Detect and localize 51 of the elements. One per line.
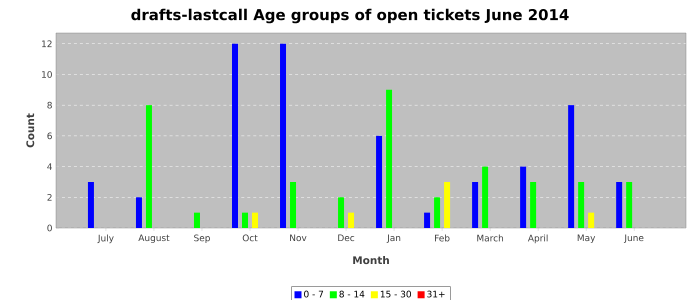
bar: [290, 182, 296, 228]
x-tick-label: August: [138, 234, 170, 243]
legend-label: 31+: [427, 290, 445, 298]
bar: [626, 182, 632, 228]
y-tick-label: 12: [42, 40, 52, 48]
x-tick-label: Feb: [435, 234, 450, 242]
chart-title: drafts-lastcall Age groups of open tickets June 2014: [131, 8, 569, 24]
bar: [280, 44, 286, 228]
y-tick-label: 8: [47, 102, 52, 109]
x-tick-label: May: [578, 234, 596, 243]
x-tick-label: Jan: [386, 234, 400, 243]
x-tick-label: Dec: [338, 234, 354, 242]
bar: [338, 197, 344, 228]
bar: [252, 212, 258, 228]
bar: [232, 44, 238, 228]
bar: [616, 182, 622, 228]
x-tick-label: Oct: [242, 234, 258, 242]
y-tick-label: 6: [47, 132, 52, 140]
bar: [444, 182, 450, 228]
bar: [146, 105, 152, 228]
legend-label: 8 - 14: [339, 290, 364, 298]
x-tick-label: June: [624, 234, 644, 243]
bar: [242, 212, 248, 228]
y-tick-label: 0: [47, 224, 52, 232]
bar: [482, 166, 488, 228]
y-axis-title: Count: [26, 113, 34, 148]
legend-label: 15 - 30: [380, 290, 412, 298]
bar: [424, 212, 430, 228]
bar: [588, 212, 594, 228]
bar: [386, 90, 392, 228]
x-tick-label: Sep: [194, 234, 210, 244]
bar: [472, 182, 478, 228]
bar: [520, 166, 526, 228]
legend-label: 0 - 7: [304, 290, 324, 298]
bar: [434, 197, 440, 228]
y-tick-label: 4: [47, 163, 52, 170]
bar: [348, 212, 354, 228]
x-tick-label: July: [97, 234, 114, 244]
bar: [578, 182, 584, 228]
y-tick-label: 10: [42, 71, 52, 78]
x-tick-label: Nov: [290, 234, 307, 242]
bar: [568, 105, 574, 228]
bar: [88, 182, 94, 228]
x-tick-label: April: [528, 234, 548, 244]
x-axis-title: Month: [353, 256, 389, 264]
y-tick-label: 2: [47, 194, 52, 201]
bar: [530, 182, 536, 228]
x-tick-label: March: [477, 234, 504, 242]
bar: [376, 136, 382, 228]
bar: [194, 212, 200, 228]
bar: [136, 197, 142, 228]
